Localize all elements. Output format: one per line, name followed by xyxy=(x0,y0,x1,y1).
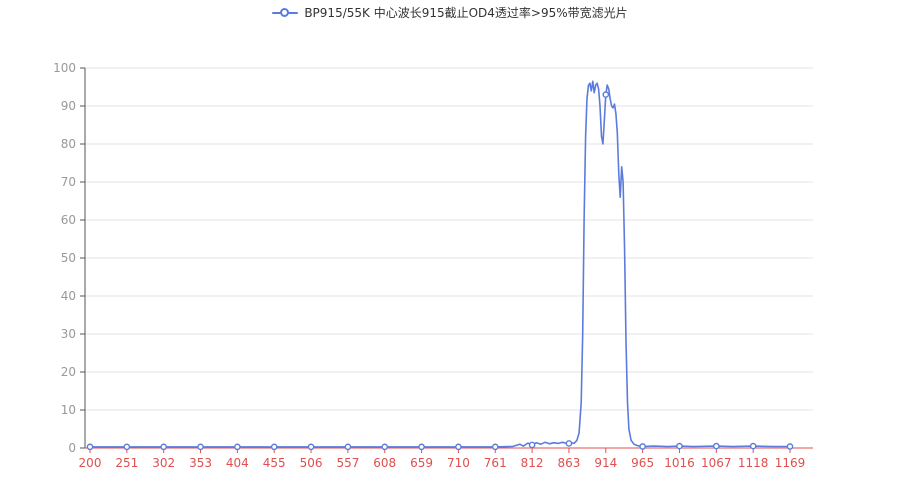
legend-line-marker-icon xyxy=(272,8,299,18)
x-tick-label: 506 xyxy=(300,456,323,470)
x-tick-label: 914 xyxy=(594,456,617,470)
series-marker xyxy=(381,443,389,451)
series-marker xyxy=(491,443,499,451)
x-tick-label: 812 xyxy=(521,456,544,470)
x-tick-label: 608 xyxy=(373,456,396,470)
series-marker xyxy=(307,443,315,451)
x-tick-label: 659 xyxy=(410,456,433,470)
x-tick-label: 251 xyxy=(115,456,138,470)
series-marker xyxy=(270,443,278,451)
x-tick-label: 863 xyxy=(557,456,580,470)
series-marker xyxy=(160,443,167,451)
x-tick-label: 200 xyxy=(79,456,102,470)
legend-dot xyxy=(280,8,290,17)
y-tick-label: 20 xyxy=(61,365,76,379)
y-tick-label: 60 xyxy=(61,213,76,227)
series-marker xyxy=(749,442,757,450)
series-marker xyxy=(713,442,720,450)
series-marker xyxy=(123,443,131,451)
y-tick-label: 0 xyxy=(68,441,76,455)
x-tick-label: 353 xyxy=(189,456,212,470)
series-marker xyxy=(528,441,536,449)
x-tick-label: 1016 xyxy=(664,456,695,470)
x-tick-label: 965 xyxy=(631,456,654,470)
series-marker xyxy=(418,443,425,451)
y-tick-label: 40 xyxy=(61,289,76,303)
series-marker xyxy=(234,443,241,451)
x-tick-label: 1169 xyxy=(775,456,806,470)
y-tick-label: 50 xyxy=(61,251,76,265)
series-marker xyxy=(602,91,610,98)
y-tick-label: 30 xyxy=(61,327,76,341)
x-tick-label: 302 xyxy=(152,456,175,470)
series-line xyxy=(89,80,791,448)
x-tick-label: 1118 xyxy=(738,456,769,470)
x-tick-label: 761 xyxy=(484,456,507,470)
x-tick-label: 455 xyxy=(263,456,286,470)
series-marker xyxy=(455,443,462,451)
y-tick-label: 90 xyxy=(61,99,76,113)
y-tick-label: 70 xyxy=(61,175,76,189)
y-tick-label: 10 xyxy=(61,403,76,417)
y-tick-label: 100 xyxy=(53,61,76,75)
x-tick-label: 1067 xyxy=(701,456,732,470)
legend-label: BP915/55K 中心波长915截止OD4透过率>95%带宽滤光片 xyxy=(304,6,628,20)
series-marker xyxy=(639,443,646,450)
x-tick-label: 557 xyxy=(336,456,359,470)
series-marker xyxy=(86,443,94,451)
y-tick-label: 80 xyxy=(61,137,76,151)
legend[interactable]: BP915/55K 中心波长915截止OD4透过率>95%带宽滤光片 xyxy=(0,6,900,20)
x-tick-label: 404 xyxy=(226,456,249,470)
x-tick-label: 710 xyxy=(447,456,470,470)
series-marker xyxy=(676,442,683,450)
series-marker xyxy=(197,443,204,451)
series-marker xyxy=(344,443,352,451)
series-marker xyxy=(565,440,573,447)
series-marker xyxy=(786,443,794,450)
